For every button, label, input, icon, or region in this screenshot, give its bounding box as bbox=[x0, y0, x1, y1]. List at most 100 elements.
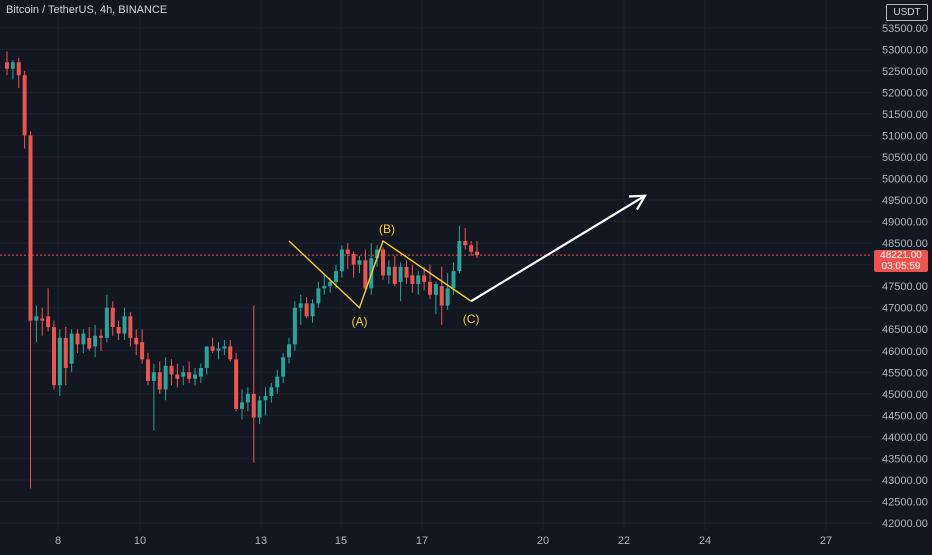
candle-body bbox=[57, 337, 62, 386]
candle bbox=[87, 327, 92, 351]
candle-body bbox=[322, 286, 327, 289]
candle-body bbox=[228, 346, 233, 360]
candle-body bbox=[298, 303, 303, 308]
elliott-wave: (A) (B) (C) bbox=[288, 194, 647, 329]
candle-body bbox=[81, 333, 86, 345]
candle bbox=[216, 342, 221, 360]
candle-body bbox=[469, 245, 474, 252]
candle-body bbox=[46, 316, 51, 328]
candle bbox=[63, 327, 68, 386]
candle bbox=[128, 312, 133, 347]
candle-body bbox=[269, 387, 274, 396]
candle bbox=[298, 294, 303, 325]
candle bbox=[198, 363, 203, 384]
candle bbox=[99, 329, 103, 351]
candle-body bbox=[210, 346, 215, 351]
candle bbox=[57, 329, 62, 396]
candle bbox=[16, 57, 21, 89]
price-tick-label: 44000.00 bbox=[882, 432, 928, 444]
candle bbox=[110, 301, 115, 336]
candle bbox=[357, 256, 362, 274]
candle-body bbox=[193, 374, 197, 379]
candle-body bbox=[451, 271, 456, 289]
currency-unit-badge[interactable]: USDT bbox=[886, 4, 928, 21]
candle bbox=[381, 247, 385, 280]
candle bbox=[392, 256, 397, 287]
time-axis[interactable]: 8 10 13 15 17 20 22 24 27 bbox=[55, 535, 832, 547]
candle-body bbox=[386, 266, 391, 276]
candle bbox=[386, 260, 391, 285]
candle bbox=[310, 299, 315, 323]
candle-body bbox=[245, 393, 250, 403]
candle bbox=[416, 271, 421, 295]
candle bbox=[422, 266, 427, 291]
candle bbox=[134, 329, 139, 356]
candle-body bbox=[375, 249, 380, 259]
projection-arrow-shaft bbox=[470, 194, 646, 303]
candle bbox=[163, 357, 168, 401]
price-tick-label: 43000.00 bbox=[882, 475, 928, 487]
candle-body bbox=[310, 303, 315, 317]
time-tick-label: 13 bbox=[255, 535, 267, 547]
candle bbox=[433, 281, 438, 315]
symbol-title[interactable]: Bitcoin / TetherUS, 4h, BINANCE bbox=[6, 4, 168, 16]
candle bbox=[316, 281, 321, 308]
time-tick-label: 22 bbox=[618, 535, 630, 547]
candle bbox=[151, 363, 156, 431]
price-tick-label: 49500.00 bbox=[882, 195, 928, 207]
candle bbox=[281, 352, 286, 384]
candle-body bbox=[169, 365, 174, 375]
price-tick-label: 45000.00 bbox=[882, 389, 928, 401]
candle-body bbox=[40, 318, 45, 321]
candle-body bbox=[63, 337, 68, 368]
candle bbox=[263, 387, 268, 416]
candle bbox=[175, 363, 180, 388]
candle bbox=[28, 131, 33, 489]
candle bbox=[410, 264, 415, 293]
candle-body bbox=[433, 284, 438, 295]
candle-body bbox=[363, 260, 368, 289]
candle bbox=[363, 249, 368, 293]
candle-body bbox=[416, 275, 421, 285]
price-tick-label: 52500.00 bbox=[882, 66, 928, 78]
candle bbox=[187, 361, 192, 384]
candle-body bbox=[5, 62, 9, 69]
candle-body bbox=[351, 253, 356, 265]
candle-body bbox=[392, 266, 397, 285]
time-tick-label: 27 bbox=[820, 535, 832, 547]
candle-body bbox=[257, 400, 262, 418]
price-tick-label: 46000.00 bbox=[882, 346, 928, 358]
candle-body bbox=[181, 372, 186, 377]
time-tick-label: 15 bbox=[335, 535, 347, 547]
current-price-tag: 48221.00 03:05:59 bbox=[874, 250, 928, 272]
candle-body bbox=[357, 260, 362, 265]
candle bbox=[75, 329, 80, 353]
candle bbox=[81, 329, 86, 353]
candle-body bbox=[175, 374, 180, 379]
candle-body bbox=[428, 281, 432, 295]
candle-body bbox=[99, 335, 103, 338]
price-tick-label: 50500.00 bbox=[882, 152, 928, 164]
candle-body bbox=[122, 316, 127, 334]
candle-body bbox=[251, 393, 256, 418]
candle-body bbox=[410, 275, 415, 285]
price-tick-label: 46500.00 bbox=[882, 324, 928, 336]
price-tick-label: 51500.00 bbox=[882, 109, 928, 121]
candle-body bbox=[146, 359, 150, 381]
candle bbox=[304, 296, 309, 319]
candle bbox=[269, 383, 274, 403]
candle-body bbox=[334, 271, 338, 282]
candle bbox=[439, 266, 444, 325]
candle-body bbox=[110, 307, 115, 328]
candle-body bbox=[198, 367, 203, 377]
candle-body bbox=[457, 240, 462, 272]
price-axis[interactable]: 53500.00 53000.00 52500.00 52000.00 51500.00… bbox=[882, 23, 928, 530]
price-tick-label: 42000.00 bbox=[882, 518, 928, 530]
candle bbox=[245, 387, 250, 412]
candle bbox=[193, 367, 197, 386]
price-tick-label: 47500.00 bbox=[882, 281, 928, 293]
candle bbox=[157, 361, 162, 394]
candle bbox=[181, 365, 186, 386]
